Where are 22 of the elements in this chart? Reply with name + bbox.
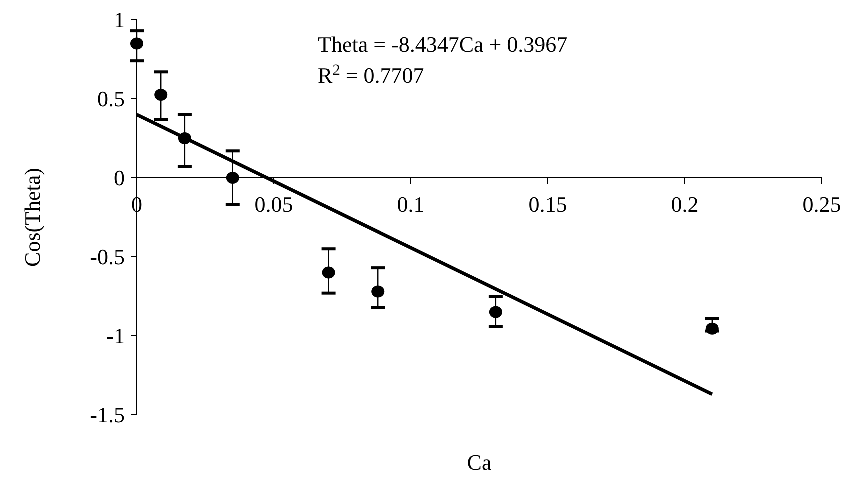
point (322, 266, 336, 279)
point (489, 306, 502, 318)
y-tick-label: 0.5 (98, 86, 125, 112)
x-tick-label: 0.25 (802, 192, 842, 217)
point (130, 38, 144, 50)
y-tick-label: -1 (106, 324, 125, 349)
y-tick-label: -0.5 (90, 244, 125, 270)
point (706, 322, 719, 335)
y-tick-label: -1.5 (90, 402, 125, 428)
x-axis-title: Ca (467, 450, 492, 475)
annotation: Theta = -8.4347Ca + 0.3967 (318, 32, 568, 57)
point (154, 89, 168, 102)
annotation: R$^{2}$ = 0.7707 (318, 62, 424, 88)
y-tick-label: 1 (114, 8, 125, 33)
x-tick-label: 0.05 (254, 192, 294, 217)
y-axis-title: Cos(Theta) (20, 168, 45, 267)
point (372, 286, 385, 298)
x-tick-label: 0.15 (528, 192, 568, 217)
y-tick-label: 0 (114, 166, 125, 191)
point (226, 172, 240, 184)
x-tick-label: 0.1 (397, 192, 425, 217)
x-tick-label: 0.2 (671, 192, 699, 217)
